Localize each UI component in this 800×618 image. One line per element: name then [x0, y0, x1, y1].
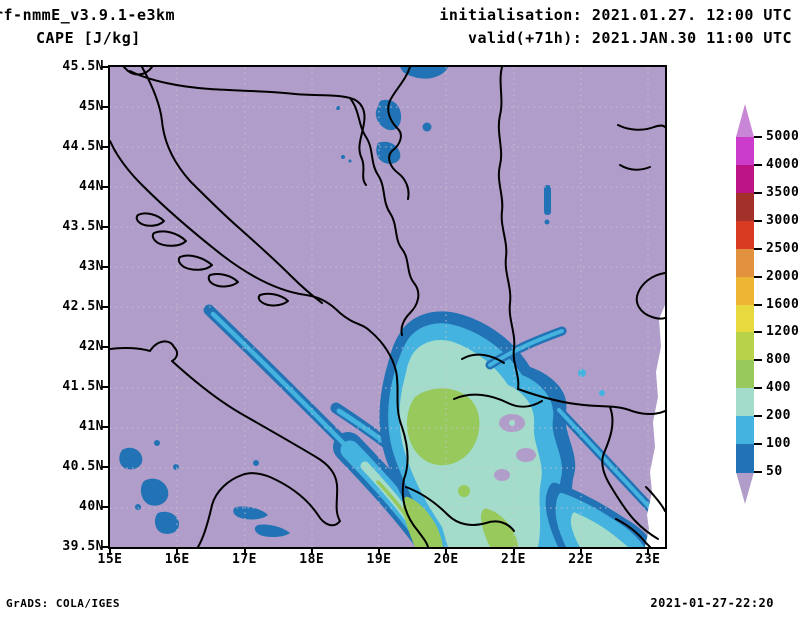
colorbar-tick-mark	[754, 219, 762, 222]
map-canvas	[109, 66, 666, 562]
lat-tick-label: 43N	[79, 259, 104, 274]
colorbar-tick-mark	[754, 415, 762, 418]
colorbar-segment	[736, 220, 754, 250]
lat-tick-mark	[102, 226, 109, 228]
lat-tick-mark	[102, 546, 109, 548]
colorbar-tick-label: 1600	[766, 296, 800, 312]
lon-tick-label: 18E	[299, 552, 325, 567]
colorbar-tick-label: 3500	[766, 184, 800, 200]
lat-tick-mark	[102, 346, 109, 348]
colorbar-tick-mark	[754, 191, 762, 194]
lon-tick-label: 21E	[501, 552, 526, 567]
variable-title: CAPE [J/kg]	[36, 29, 141, 47]
colorbar-below-min-arrow	[736, 472, 754, 505]
lon-tick-label: 15E	[97, 552, 123, 567]
colorbar-tick-mark	[754, 387, 762, 390]
lat-tick-label: 42N	[79, 339, 104, 354]
lat-tick-label: 45N	[79, 99, 104, 114]
lat-tick-label: 41N	[79, 419, 104, 434]
colorbar-segment	[736, 416, 754, 445]
lat-tick-mark	[102, 386, 109, 388]
colorbar-tick-mark	[754, 443, 762, 446]
lon-tick-mark	[176, 549, 179, 555]
colorbar-tick-label: 3000	[766, 212, 800, 228]
colorbar-segment	[736, 332, 754, 361]
lat-tick-label: 42.5N	[62, 299, 104, 314]
colorbar-segment	[736, 360, 754, 389]
lat-tick-mark	[102, 66, 109, 68]
lon-tick-mark	[243, 549, 246, 555]
lat-tick-label: 45.5N	[62, 59, 104, 74]
no-data-region	[645, 305, 665, 547]
lat-tick-mark	[102, 186, 109, 188]
lon-tick-label: 23E	[635, 552, 661, 567]
lat-tick-label: 43.5N	[62, 219, 104, 234]
lat-tick-label: 44.5N	[62, 139, 104, 154]
lat-tick-mark	[102, 306, 109, 308]
colorbar-tick-label: 4000	[766, 156, 800, 172]
colorbar-segment	[736, 388, 754, 417]
colorbar-segment	[736, 248, 754, 278]
colorbar-tick-mark	[754, 247, 762, 250]
colorbar-tick-label: 800	[766, 352, 791, 368]
colorbar-tick-mark	[754, 163, 762, 166]
lon-tick-label: 16E	[164, 552, 190, 567]
lon-tick-label: 22E	[568, 552, 594, 567]
colorbar-tick-mark	[754, 471, 762, 474]
colorbar-tick-label: 50	[766, 464, 783, 480]
lat-tick-label: 44N	[79, 179, 104, 194]
colorbar-tick-label: 2000	[766, 268, 800, 284]
colorbar-above-max-arrow	[736, 104, 754, 137]
lon-tick-label: 19E	[366, 552, 392, 567]
initialisation-time: initialisation: 2021.01.27. 12:00 UTC	[439, 6, 792, 24]
lat-tick-mark	[102, 266, 109, 268]
lon-tick-mark	[310, 549, 313, 555]
colorbar-segment	[736, 137, 754, 166]
lon-tick-label: 20E	[433, 552, 459, 567]
colorbar-segment	[736, 192, 754, 222]
lon-tick-mark	[378, 549, 380, 555]
lon-tick-mark	[579, 549, 582, 555]
colorbar-tick-mark	[754, 331, 762, 334]
colorbar-tick-mark	[754, 359, 762, 362]
lat-tick-label: 40.5N	[62, 459, 104, 474]
colorbar-segment	[736, 164, 754, 194]
colorbar-segment	[736, 304, 754, 333]
colorbar-tick-label: 200	[766, 408, 791, 424]
lon-tick-mark	[647, 549, 649, 555]
creation-timestamp: 2021-01-27-22:20	[650, 596, 774, 610]
colorbar-tick-mark	[754, 275, 762, 278]
colorbar-tick-mark	[754, 136, 762, 138]
lat-tick-label: 39.5N	[62, 539, 104, 554]
colorbar-segment	[736, 444, 754, 473]
colorbar-segment	[736, 276, 754, 305]
lat-tick-mark	[102, 466, 109, 468]
lat-tick-mark	[102, 146, 109, 148]
valid-time: valid(+71h): 2021.JAN.30 11:00 UTC	[467, 29, 792, 47]
lon-tick-mark	[512, 549, 515, 555]
lat-tick-label: 40N	[79, 499, 104, 514]
colorbar-tick-label: 400	[766, 380, 791, 396]
lat-tick-label: 41.5N	[62, 379, 104, 394]
lon-tick-mark	[445, 549, 448, 555]
colorbar-tick-label: 5000	[766, 129, 800, 144]
colorbar-tick-label: 1200	[766, 324, 800, 340]
lon-tick-mark	[109, 549, 111, 555]
lat-tick-mark	[102, 106, 109, 108]
colorbar-tick-label: 2500	[766, 240, 800, 256]
model-title: rf-nmmE_v3.9.1-e3km	[0, 6, 176, 24]
map-plot-area	[108, 65, 667, 562]
lat-tick-mark	[102, 506, 109, 508]
coastlines-borders	[109, 66, 666, 548]
grads-credit: GrADS: COLA/IGES	[6, 597, 120, 610]
lon-tick-label: 17E	[232, 552, 257, 567]
colorbar-tick-label: 100	[766, 436, 791, 452]
colorbar-tick-mark	[754, 303, 762, 306]
lat-tick-mark	[102, 426, 109, 428]
